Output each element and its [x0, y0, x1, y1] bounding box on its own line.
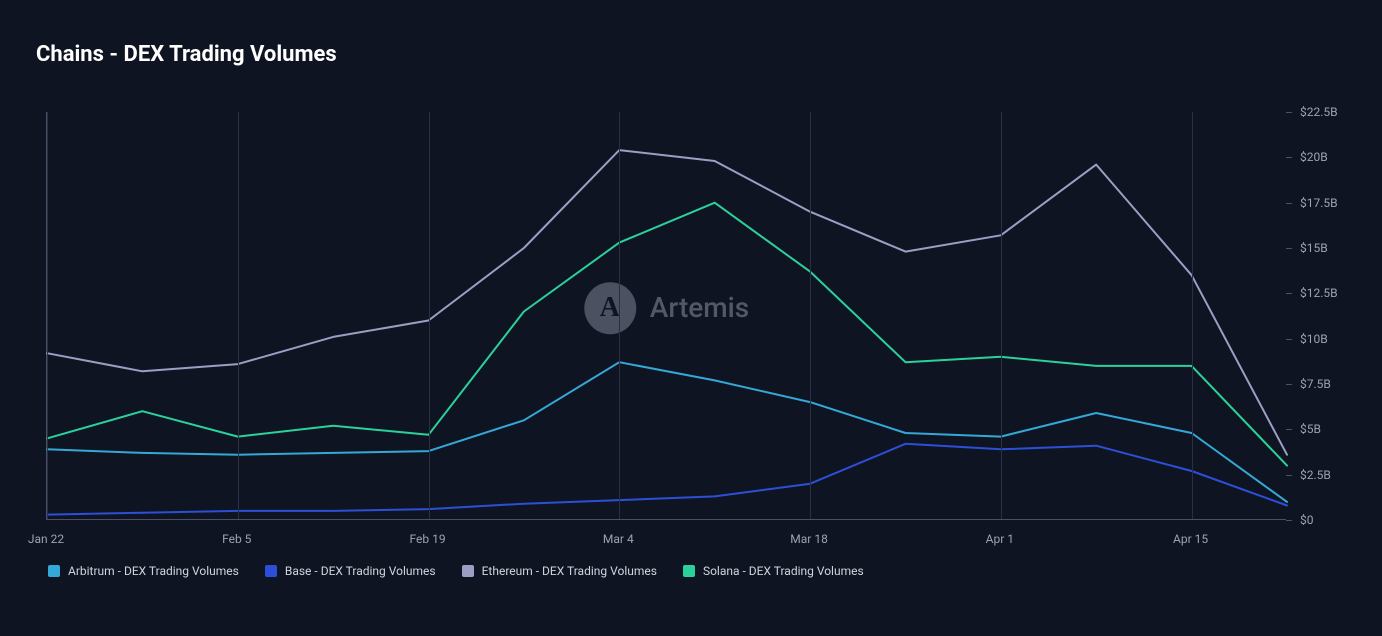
y-tick-mark	[1286, 293, 1292, 294]
x-tick-label: Apr 15	[1173, 532, 1208, 546]
x-gridline	[619, 112, 620, 519]
x-gridline	[238, 112, 239, 519]
series-line	[47, 362, 1287, 502]
legend-swatch	[48, 565, 60, 577]
y-tick-label: $15B	[1300, 241, 1328, 255]
series-line	[47, 150, 1287, 455]
y-tick-mark	[1286, 112, 1292, 113]
chart-lines	[47, 112, 1287, 520]
chart-title: Chains - DEX Trading Volumes	[36, 42, 337, 67]
y-tick-mark	[1286, 520, 1292, 521]
x-gridline	[1001, 112, 1002, 519]
chart-container: A Artemis Jan 22Feb 5Feb 19Mar 4Mar 18Ap…	[46, 112, 1286, 520]
x-tick-label: Apr 1	[986, 532, 1014, 546]
y-tick-label: $2.5B	[1300, 468, 1331, 482]
legend-swatch	[265, 565, 277, 577]
y-tick-mark	[1286, 248, 1292, 249]
x-tick-label: Feb 19	[409, 532, 445, 546]
legend-label: Base - DEX Trading Volumes	[285, 564, 436, 578]
y-tick-label: $20B	[1300, 150, 1328, 164]
y-tick-label: $12.5B	[1300, 286, 1338, 300]
series-line	[47, 203, 1287, 466]
y-tick-label: $7.5B	[1300, 377, 1331, 391]
y-tick-mark	[1286, 157, 1292, 158]
x-tick-label: Feb 5	[222, 532, 251, 546]
x-tick-label: Mar 18	[790, 532, 828, 546]
legend-item[interactable]: Base - DEX Trading Volumes	[265, 564, 436, 578]
legend-label: Ethereum - DEX Trading Volumes	[482, 564, 657, 578]
y-tick-mark	[1286, 203, 1292, 204]
legend-swatch	[683, 565, 695, 577]
y-tick-mark	[1286, 429, 1292, 430]
plot-area: A Artemis	[46, 112, 1286, 520]
y-tick-label: $22.5B	[1300, 105, 1338, 119]
x-gridline	[47, 112, 48, 519]
y-tick-label: $17.5B	[1300, 196, 1338, 210]
x-gridline	[429, 112, 430, 519]
x-gridline	[810, 112, 811, 519]
x-tick-label: Mar 4	[603, 532, 634, 546]
legend-item[interactable]: Ethereum - DEX Trading Volumes	[462, 564, 657, 578]
legend-label: Solana - DEX Trading Volumes	[703, 564, 864, 578]
legend-item[interactable]: Arbitrum - DEX Trading Volumes	[48, 564, 239, 578]
y-tick-label: $10B	[1300, 332, 1328, 346]
y-tick-label: $0	[1300, 513, 1314, 527]
y-tick-label: $5B	[1300, 422, 1321, 436]
x-gridline	[1192, 112, 1193, 519]
y-tick-mark	[1286, 384, 1292, 385]
legend-label: Arbitrum - DEX Trading Volumes	[68, 564, 239, 578]
legend-item[interactable]: Solana - DEX Trading Volumes	[683, 564, 864, 578]
y-tick-mark	[1286, 339, 1292, 340]
y-tick-mark	[1286, 475, 1292, 476]
x-tick-label: Jan 22	[28, 532, 64, 546]
legend: Arbitrum - DEX Trading Volumes Base - DEX…	[48, 564, 864, 578]
legend-swatch	[462, 565, 474, 577]
